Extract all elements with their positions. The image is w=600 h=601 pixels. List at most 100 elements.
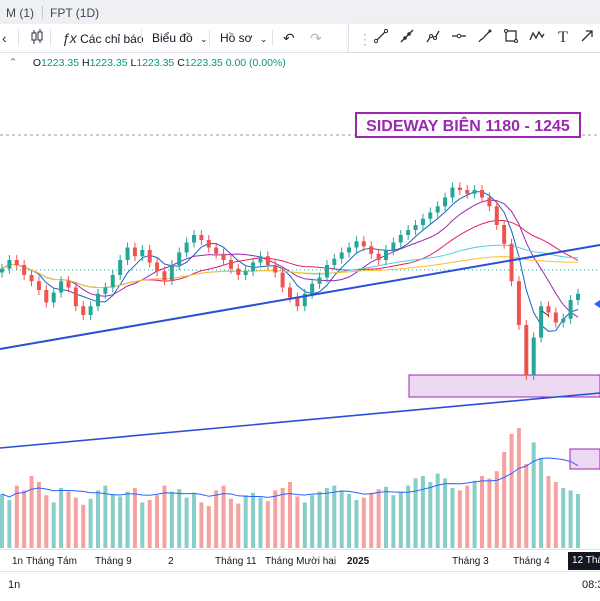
redo-icon[interactable]: ↷: [310, 30, 322, 46]
candle-body: [22, 265, 27, 275]
candle-body: [435, 206, 440, 213]
volume-bar: [88, 498, 93, 548]
candle-body: [36, 281, 41, 290]
candle-body: [132, 247, 137, 257]
candle-body: [546, 306, 551, 313]
candle-body: [59, 281, 64, 293]
candle-body: [236, 268, 241, 275]
horizontal-line-icon[interactable]: [449, 28, 469, 48]
volume-bar: [391, 495, 396, 548]
arrow-icon[interactable]: [577, 28, 597, 48]
wave-icon[interactable]: [527, 28, 547, 48]
volume-bar: [324, 488, 329, 548]
volume-bar: [214, 490, 219, 548]
volume-bar: [502, 452, 507, 548]
tab-layout[interactable]: M (1): [6, 6, 34, 20]
close-label: C: [177, 57, 185, 69]
candle-body: [539, 306, 544, 338]
candle-body: [206, 240, 211, 248]
volume-bar: [457, 490, 462, 548]
volume-bar: [332, 485, 337, 548]
candle-body: [66, 281, 71, 288]
volume-bar: [339, 490, 344, 548]
candle-body: [125, 247, 130, 260]
undo-icon[interactable]: ↶: [283, 30, 295, 46]
candle-body: [443, 197, 448, 207]
function-icon: ƒx: [62, 30, 77, 46]
candle-body: [96, 293, 100, 307]
volume-bar: [420, 476, 425, 548]
candle-body: [324, 265, 329, 278]
volume-bar: [516, 428, 521, 548]
price-chart[interactable]: [0, 74, 600, 549]
ray-icon[interactable]: [397, 28, 417, 48]
cursor-mark: [541, 310, 550, 317]
volume-bar: [354, 500, 359, 548]
volume-bar: [103, 485, 108, 548]
range-button[interactable]: 1n: [8, 579, 21, 591]
brush-icon[interactable]: [475, 28, 495, 48]
chart-menu-button[interactable]: Biểu đồ ⌄: [152, 28, 208, 48]
time-label: 1n: [12, 556, 24, 567]
volume-bar: [280, 488, 285, 548]
tab-bar: M (1) FPT (1D): [0, 0, 600, 25]
candle-body: [288, 287, 292, 298]
high-label: H: [81, 57, 90, 69]
tab-symbol[interactable]: FPT (1D): [44, 3, 105, 23]
indicators-label: Các chỉ báo: [80, 32, 144, 46]
time-label: 2: [168, 556, 174, 567]
text-icon[interactable]: T: [558, 29, 568, 46]
collapse-icon[interactable]: ⌃: [8, 57, 18, 69]
candle-body: [384, 250, 388, 260]
candle-body: [568, 300, 573, 319]
drawing-toolbar: ⋮ T: [348, 24, 600, 52]
volume-bar: [288, 482, 292, 548]
volume-bar: [147, 500, 152, 548]
trend-line-icon[interactable]: [371, 28, 391, 48]
candle-body: [295, 297, 300, 307]
candle-body: [398, 235, 403, 243]
bottom-bar: 1n 08:3: [0, 571, 600, 601]
candle-body: [155, 262, 160, 272]
candles-icon[interactable]: [30, 28, 44, 48]
candle-body: [420, 218, 425, 225]
volume-bar: [568, 490, 573, 548]
candle-body: [199, 235, 204, 240]
volume-ma-line: [1, 457, 579, 498]
candle-body: [480, 190, 484, 198]
sideway-annotation[interactable]: SIDEWAY BIÊN 1180 - 1245: [355, 112, 581, 138]
candle-body: [576, 293, 580, 300]
volume-bar: [14, 485, 19, 548]
candle-body: [310, 283, 315, 294]
toolbar-divider: [272, 30, 273, 46]
ohlc-legend: ⌃ O1223.35 H1223.35 L1223.35 C1223.35 0.…: [6, 57, 285, 73]
volume-bar: [251, 492, 256, 548]
volume-bar: [472, 480, 477, 548]
path-icon[interactable]: [423, 28, 443, 48]
time-label: Tháng 4: [513, 556, 550, 567]
volume-bar: [443, 478, 448, 548]
candle-body: [184, 242, 189, 253]
volume-bar: [125, 491, 130, 548]
candle-body: [0, 268, 4, 273]
profile-menu-button[interactable]: Hồ sơ ⌄: [220, 28, 267, 48]
time-axis[interactable]: 1n Tháng Tám Tháng 9 2 Tháng 11 Tháng Mư…: [0, 549, 600, 572]
candle-body: [509, 243, 514, 282]
volume-bar: [118, 496, 123, 548]
candle-body: [81, 306, 86, 315]
candle-body: [73, 287, 78, 307]
candle-body: [339, 252, 344, 259]
volume-bar: [553, 482, 558, 548]
chevron-left-icon[interactable]: ‹: [2, 30, 7, 46]
candle-body: [228, 260, 233, 269]
drag-handle-icon[interactable]: ⋮: [358, 31, 372, 47]
candle-body: [140, 250, 145, 257]
candle-body: [465, 190, 470, 194]
candle-body: [457, 187, 462, 190]
rectangle-icon[interactable]: [501, 28, 521, 48]
candle-body: [376, 253, 381, 260]
candle-body: [413, 225, 418, 230]
open-value: 1223.35: [41, 57, 80, 69]
indicators-button[interactable]: ƒx Các chỉ báo: [62, 28, 144, 48]
chart-menu-label: Biểu đồ: [152, 31, 193, 45]
